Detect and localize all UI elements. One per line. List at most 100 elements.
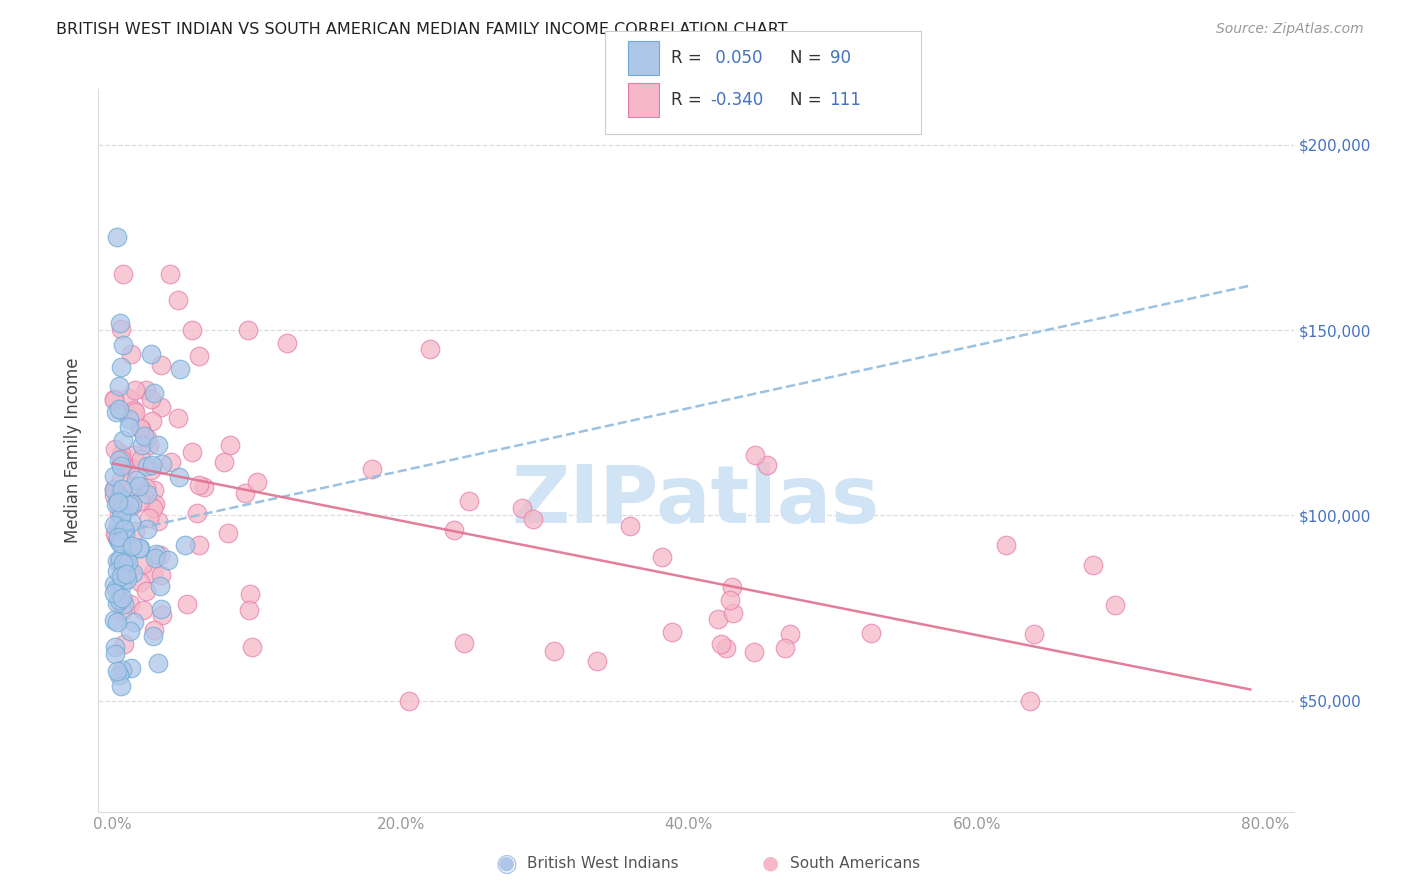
Point <box>111 517 134 532</box>
Point <box>111 563 134 577</box>
Point <box>149 401 172 415</box>
Text: R =: R = <box>671 49 707 67</box>
Point <box>131 438 153 452</box>
Point <box>120 515 142 529</box>
Point <box>110 578 132 592</box>
Text: South Americans: South Americans <box>790 856 921 871</box>
Point <box>103 613 125 627</box>
Point <box>756 458 779 472</box>
Point <box>143 483 166 498</box>
Point <box>118 412 141 426</box>
Point <box>108 488 131 502</box>
Point <box>145 547 167 561</box>
Point <box>148 438 170 452</box>
Point <box>107 564 129 578</box>
Point <box>143 550 166 565</box>
Point <box>149 568 172 582</box>
Point <box>120 661 142 675</box>
Point <box>103 393 125 408</box>
Point <box>107 494 129 508</box>
Point <box>714 641 737 656</box>
Point <box>135 481 157 495</box>
Point <box>994 538 1017 552</box>
Point <box>188 349 211 363</box>
Point <box>187 538 209 552</box>
Point <box>112 492 135 507</box>
Point <box>139 463 162 477</box>
Point <box>104 647 127 661</box>
Point <box>276 336 298 351</box>
Point <box>129 452 152 467</box>
Point <box>169 361 191 376</box>
Point <box>176 597 198 611</box>
Point <box>721 607 744 621</box>
Point <box>143 624 166 638</box>
Point <box>166 293 188 308</box>
Point <box>104 640 127 654</box>
Point <box>114 459 136 474</box>
Point <box>124 524 146 539</box>
Point <box>135 383 157 397</box>
Point <box>458 494 481 508</box>
Text: -0.340: -0.340 <box>710 91 763 109</box>
Point <box>186 506 208 520</box>
Point <box>240 640 263 654</box>
Point <box>105 554 128 568</box>
Point <box>360 461 382 475</box>
Point <box>122 448 145 462</box>
Point <box>132 558 155 572</box>
Point <box>111 543 134 558</box>
Point <box>1019 693 1042 707</box>
Point <box>120 460 142 475</box>
Point <box>104 497 127 511</box>
Point <box>121 480 143 494</box>
Point <box>167 469 190 483</box>
Point <box>103 482 125 496</box>
Point <box>779 627 801 641</box>
Point <box>142 629 165 643</box>
Point <box>510 501 533 516</box>
Point <box>115 553 138 567</box>
Point <box>141 458 163 472</box>
Text: Source: ZipAtlas.com: Source: ZipAtlas.com <box>1216 22 1364 37</box>
Point <box>146 656 169 670</box>
Point <box>105 664 128 678</box>
Text: N =: N = <box>790 91 827 109</box>
Text: ●: ● <box>498 854 515 873</box>
Point <box>143 385 166 400</box>
Point <box>105 230 128 244</box>
Point <box>111 483 134 497</box>
Point <box>129 420 152 434</box>
Point <box>110 322 132 336</box>
Point <box>651 550 673 565</box>
Point <box>139 392 162 407</box>
Point <box>217 525 239 540</box>
Point <box>111 433 134 447</box>
Point <box>132 603 155 617</box>
Point <box>443 523 465 537</box>
Text: ZIPatlas: ZIPatlas <box>512 462 880 540</box>
Point <box>108 507 131 521</box>
Point <box>111 338 134 352</box>
Point <box>107 667 129 681</box>
Point <box>142 501 165 516</box>
Point <box>115 555 138 569</box>
Point <box>121 539 143 553</box>
Point <box>193 479 215 493</box>
Point <box>110 679 132 693</box>
Point <box>138 511 160 525</box>
Point <box>143 496 166 510</box>
Point <box>103 518 125 533</box>
Point <box>124 384 146 398</box>
Point <box>522 512 544 526</box>
Point <box>742 645 765 659</box>
Point <box>112 500 135 515</box>
Point <box>1024 627 1046 641</box>
Text: 0.050: 0.050 <box>710 49 762 67</box>
Point <box>159 268 181 282</box>
Text: 111: 111 <box>830 91 862 109</box>
Point <box>110 533 132 548</box>
Point <box>619 519 641 533</box>
Point <box>121 500 143 514</box>
Point <box>105 596 128 610</box>
